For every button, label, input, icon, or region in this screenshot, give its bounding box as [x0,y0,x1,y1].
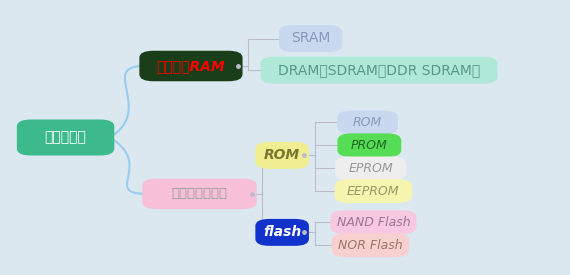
Text: 存储器分类: 存储器分类 [44,131,87,144]
FancyBboxPatch shape [255,219,309,246]
FancyBboxPatch shape [279,25,342,52]
FancyBboxPatch shape [140,51,243,81]
Text: NOR Flash: NOR Flash [338,239,403,252]
FancyBboxPatch shape [17,119,114,156]
Text: NAND Flash: NAND Flash [336,216,410,229]
FancyBboxPatch shape [142,179,256,209]
Text: 掉电不易失数据: 掉电不易失数据 [172,187,227,200]
Text: SRAM: SRAM [291,32,331,45]
FancyBboxPatch shape [335,156,406,180]
FancyBboxPatch shape [255,142,309,169]
Text: 掉电易失RAM: 掉电易失RAM [157,59,225,73]
FancyBboxPatch shape [332,233,409,257]
Text: ROM: ROM [264,148,300,162]
FancyBboxPatch shape [335,179,412,203]
Text: EEPROM: EEPROM [347,185,400,198]
Text: PROM: PROM [351,139,388,152]
FancyBboxPatch shape [337,111,398,134]
Text: ROM: ROM [353,116,382,129]
FancyBboxPatch shape [337,133,401,157]
Text: DRAM（SDRAM、DDR SDRAM）: DRAM（SDRAM、DDR SDRAM） [278,63,480,77]
Text: EPROM: EPROM [348,162,393,175]
FancyBboxPatch shape [260,57,498,84]
FancyBboxPatch shape [331,210,417,234]
Text: flash: flash [263,226,302,239]
